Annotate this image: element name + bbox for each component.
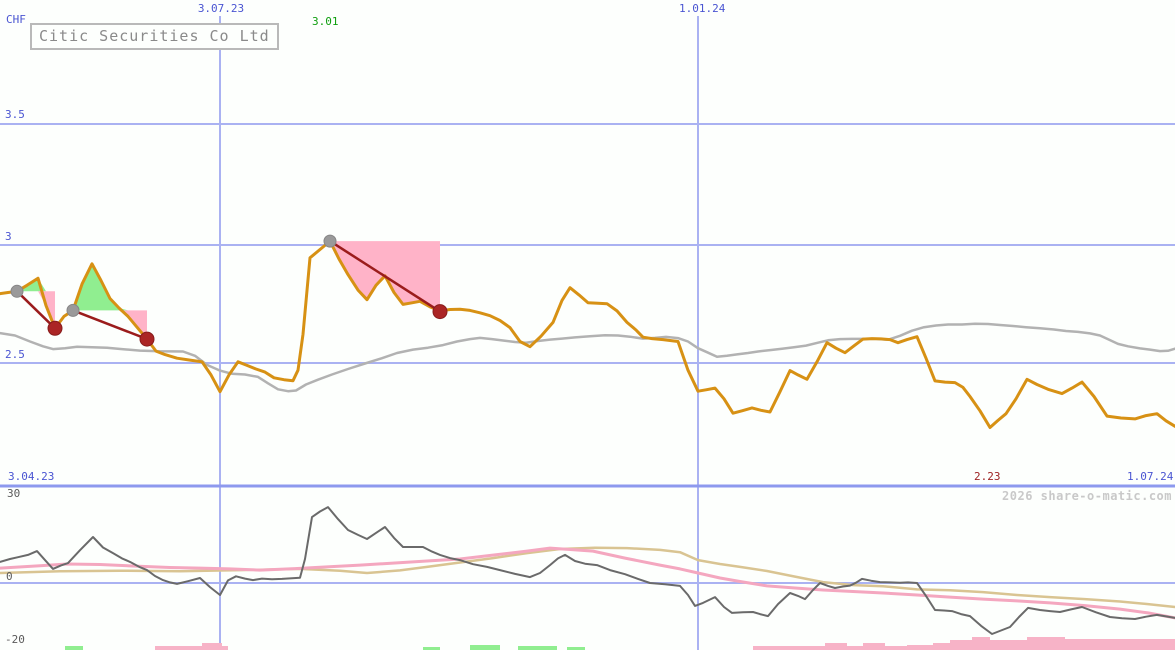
histogram-bar-green [65, 646, 83, 650]
instrument-title: Citic Securities Co Ltd [39, 27, 270, 45]
histogram-bar-pink [222, 646, 228, 650]
trend-line [72, 309, 148, 341]
oscillator-line [0, 506, 1175, 635]
histogram-bar-pink [907, 645, 933, 650]
osc-tick-0: 0 [6, 570, 13, 583]
period-low-label: 2.23 [974, 470, 1001, 483]
trend-fill-green [17, 278, 55, 292]
y-tick-3-5: 3.5 [5, 108, 25, 121]
x-start-date-label: 3.04.23 [8, 470, 55, 483]
trend-end-dot [47, 320, 63, 336]
trend-line [329, 240, 441, 313]
histogram-bar-pink [885, 646, 907, 650]
x-grid-label-jul23: 3.07.23 [197, 2, 245, 15]
trend-line [16, 290, 56, 330]
trend-end-dot [139, 331, 155, 347]
trend-fill-green [73, 263, 147, 311]
histogram-bar-pink [1065, 639, 1175, 650]
instrument-title-box: Citic Securities Co Ltd [30, 23, 279, 50]
x-end-date-label: 1.07.24 [1127, 470, 1174, 483]
histogram-bar-green [423, 647, 440, 650]
signal-line-pink [0, 546, 1175, 620]
y-tick-2-5: 2.5 [5, 348, 25, 361]
histogram-bar-pink [863, 643, 885, 650]
histogram-bar-pink [1027, 637, 1065, 650]
histogram-bar-green [518, 646, 557, 650]
osc-tick-30: 30 [7, 487, 21, 500]
osc-tick-neg20: -20 [5, 633, 25, 646]
histogram-bar-pink [202, 643, 222, 650]
x-grid-label-jan24: 1.01.24 [679, 2, 726, 15]
histogram-bar-green [470, 645, 500, 650]
signal-line-tan [0, 546, 1175, 609]
histogram-bar-pink [933, 643, 950, 650]
price-line [0, 239, 1175, 429]
histogram-bar-pink [990, 640, 1027, 650]
histogram-bar-pink [847, 646, 863, 650]
trend-start-dot [10, 284, 24, 298]
watermark: 2026 share-o-matic.com [1002, 489, 1172, 503]
histogram-bar-pink [950, 640, 972, 650]
histogram-bar-pink [753, 646, 825, 650]
period-high-label: 3.01 [312, 15, 339, 28]
histogram-bar-pink [825, 643, 847, 650]
histogram-bar-green [567, 647, 585, 650]
y-tick-3: 3 [5, 230, 12, 243]
trend-start-dot [323, 234, 337, 248]
trend-start-dot [66, 303, 80, 317]
currency-label: CHF [6, 13, 26, 26]
trend-end-dot [432, 304, 448, 320]
histogram-bar-pink [972, 637, 990, 650]
trend-fill-pink [73, 310, 147, 340]
histogram-bar-pink [155, 646, 202, 650]
